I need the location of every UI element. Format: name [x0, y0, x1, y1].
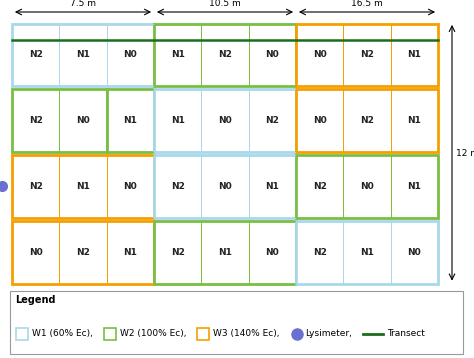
Text: N2: N2: [313, 248, 327, 257]
Text: 16.5 m: 16.5 m: [351, 0, 383, 8]
Text: N0: N0: [123, 182, 137, 191]
Bar: [59, 24, 107, 86]
Bar: [16, 328, 28, 340]
Text: N0: N0: [76, 116, 90, 125]
Bar: [249, 221, 296, 284]
Bar: [12, 24, 154, 86]
Text: N2: N2: [29, 116, 43, 125]
Text: N2: N2: [313, 182, 327, 191]
Bar: [107, 89, 154, 152]
Bar: [391, 155, 438, 218]
Text: N1: N1: [360, 248, 374, 257]
Bar: [296, 155, 343, 218]
Text: 12 m: 12 m: [456, 149, 474, 158]
Bar: [154, 221, 296, 284]
Bar: [154, 155, 201, 218]
Text: N2: N2: [171, 248, 184, 257]
Text: N2: N2: [360, 50, 374, 59]
Bar: [12, 155, 154, 218]
Text: 10.5 m: 10.5 m: [209, 0, 241, 8]
Text: N0: N0: [218, 116, 232, 125]
Bar: [201, 24, 249, 86]
Bar: [59, 155, 107, 218]
Text: Legend: Legend: [15, 295, 55, 305]
Bar: [12, 155, 59, 218]
Bar: [154, 89, 201, 152]
Text: N0: N0: [218, 182, 232, 191]
Bar: [154, 221, 201, 284]
Bar: [201, 155, 249, 218]
Text: N2: N2: [265, 116, 279, 125]
Text: N2: N2: [29, 50, 43, 59]
Bar: [296, 221, 438, 284]
Text: N0: N0: [313, 116, 327, 125]
Text: N0: N0: [360, 182, 374, 191]
Bar: [249, 24, 296, 86]
Text: N0: N0: [265, 248, 279, 257]
Bar: [107, 89, 154, 152]
Bar: [391, 89, 438, 152]
Bar: [343, 221, 391, 284]
Bar: [343, 24, 391, 86]
Bar: [249, 89, 296, 152]
Bar: [10, 291, 463, 354]
Bar: [12, 89, 107, 152]
Text: N1: N1: [123, 248, 137, 257]
Text: N0: N0: [265, 50, 279, 59]
Bar: [296, 24, 343, 86]
Text: N0: N0: [313, 50, 327, 59]
Text: W2 (100% Ec),: W2 (100% Ec),: [120, 329, 186, 338]
Text: Lysimeter,: Lysimeter,: [305, 329, 352, 338]
Bar: [343, 155, 391, 218]
Text: N1: N1: [171, 50, 184, 59]
Text: N2: N2: [29, 182, 43, 191]
Text: N1: N1: [407, 116, 421, 125]
Text: W1 (60% Ec),: W1 (60% Ec),: [32, 329, 93, 338]
Bar: [107, 221, 154, 284]
Bar: [296, 221, 343, 284]
Bar: [296, 89, 343, 152]
Bar: [296, 89, 438, 152]
Text: N2: N2: [218, 50, 232, 59]
Bar: [249, 155, 296, 218]
Bar: [59, 221, 107, 284]
Text: N0: N0: [123, 50, 137, 59]
Text: N1: N1: [171, 116, 184, 125]
Bar: [12, 221, 154, 284]
Bar: [107, 24, 154, 86]
Bar: [59, 89, 107, 152]
Text: W3 (140% Ec),: W3 (140% Ec),: [213, 329, 280, 338]
Bar: [12, 89, 59, 152]
Text: N1: N1: [265, 182, 279, 191]
Bar: [154, 89, 296, 152]
Text: N2: N2: [76, 248, 90, 257]
Bar: [154, 155, 296, 218]
Text: N1: N1: [76, 50, 90, 59]
Bar: [107, 155, 154, 218]
Text: 7.5 m: 7.5 m: [70, 0, 96, 8]
Bar: [296, 155, 438, 218]
Text: Transect: Transect: [387, 329, 425, 338]
Bar: [201, 89, 249, 152]
Bar: [198, 328, 210, 340]
Bar: [154, 24, 296, 86]
Text: N1: N1: [76, 182, 90, 191]
Bar: [154, 24, 201, 86]
Bar: [391, 24, 438, 86]
Text: N0: N0: [408, 248, 421, 257]
Text: N2: N2: [360, 116, 374, 125]
Bar: [391, 221, 438, 284]
Text: N0: N0: [29, 248, 43, 257]
Bar: [104, 328, 116, 340]
Text: N1: N1: [407, 182, 421, 191]
Text: N1: N1: [407, 50, 421, 59]
Text: N2: N2: [171, 182, 184, 191]
Bar: [201, 221, 249, 284]
Bar: [343, 89, 391, 152]
Bar: [12, 221, 59, 284]
Text: N1: N1: [218, 248, 232, 257]
Text: N1: N1: [123, 116, 137, 125]
Bar: [296, 24, 438, 86]
Bar: [12, 24, 59, 86]
